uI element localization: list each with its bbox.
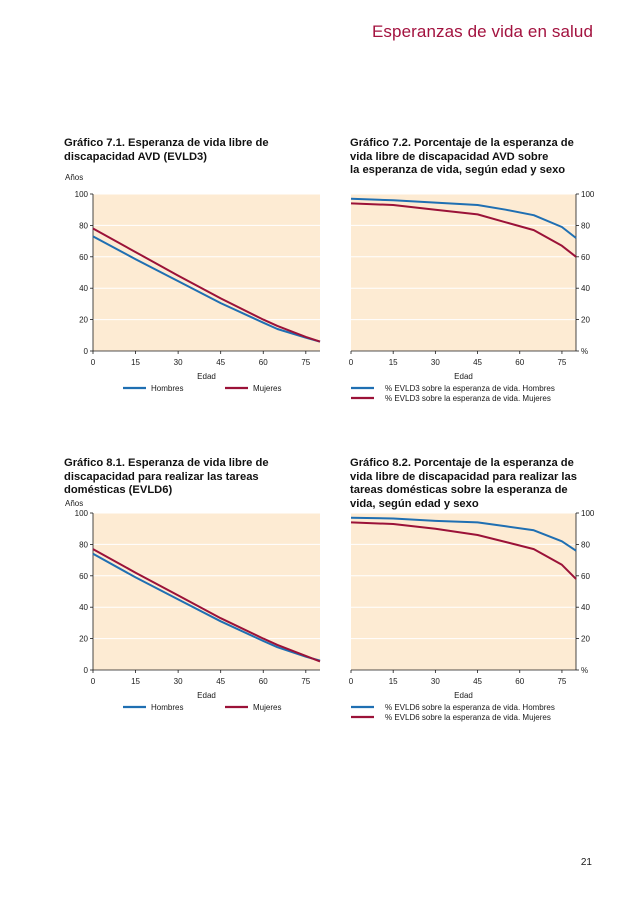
series-line [92, 227, 321, 343]
title-line: vida libre de discapacidad para realizar… [350, 470, 577, 483]
x-tick-label: 75 [557, 358, 566, 367]
y-tick-label: 60 [581, 572, 590, 581]
title-line: discapacidad AVD (EVLD3) [64, 150, 207, 163]
x-axis-label: Edad [454, 372, 473, 381]
x-tick-label: 0 [349, 358, 354, 367]
y-tick-label: 80 [79, 540, 88, 549]
title-line: Gráfico 7.2. Porcentaje de la esperanza … [350, 137, 574, 149]
x-tick-label: 15 [131, 677, 140, 686]
legend-label: % EVLD6 sobre la esperanza de vida. Muje… [385, 713, 551, 722]
y-tick-label: 80 [79, 221, 88, 230]
y-tick-label: 0 [84, 666, 89, 675]
series-line [92, 548, 321, 663]
y-tick-label: 60 [79, 253, 88, 262]
y-tick-label: 40 [581, 603, 590, 612]
legend-label: Hombres [151, 384, 183, 393]
title-line: Gráfico 7.1. Esperanza de vida libre de [64, 137, 269, 149]
plot-background [351, 513, 576, 670]
x-tick-label: 60 [515, 677, 524, 686]
plot-background [93, 194, 320, 351]
legend-label: % EVLD3 sobre la esperanza de vida. Homb… [385, 384, 555, 393]
x-tick-label: 30 [431, 358, 440, 367]
y-tick-label: 20 [79, 635, 88, 644]
y-tick-label: 20 [79, 316, 88, 325]
y-tick-label: 100 [75, 190, 89, 199]
y-tick-label: 40 [79, 603, 88, 612]
x-tick-label: 30 [174, 677, 183, 686]
y-tick-label: % [581, 666, 588, 675]
title-line: Gráfico 8.1. Esperanza de vida libre de [64, 457, 269, 469]
legend-label: % EVLD3 sobre la esperanza de vida. Muje… [385, 394, 551, 403]
y-tick-label: % [581, 347, 588, 356]
series-line [350, 197, 577, 239]
series-line [350, 202, 577, 258]
plot-background [93, 513, 320, 670]
title-line: vida libre de discapacidad AVD sobre [350, 150, 549, 163]
y-tick-label: 40 [79, 284, 88, 293]
y-tick-label: 60 [581, 253, 590, 262]
x-tick-label: 45 [473, 677, 482, 686]
x-tick-label: 30 [174, 358, 183, 367]
series-line [350, 516, 577, 552]
x-tick-label: 15 [131, 358, 140, 367]
x-tick-label: 15 [389, 358, 398, 367]
legend-label: Mujeres [253, 703, 281, 712]
y-tick-label: 20 [581, 635, 590, 644]
chart-7-2-title: Gráfico 7.2. Porcentaje de la esperanza … [350, 137, 574, 178]
y-tick-label: 20 [581, 316, 590, 325]
legend-label: Mujeres [253, 384, 281, 393]
y-tick-label: 80 [581, 221, 590, 230]
series-line [350, 521, 577, 580]
y-tick-label: 60 [79, 572, 88, 581]
x-tick-label: 0 [91, 677, 96, 686]
chart-7-1-title: Gráfico 7.1. Esperanza de vida libre de … [64, 137, 269, 164]
title-line: Gráfico 8.2. Porcentaje de la esperanza … [350, 457, 574, 469]
title-line: discapacidad para realizar las tareas [64, 470, 259, 483]
y-axis-label: Años [65, 499, 83, 508]
x-tick-label: 75 [557, 677, 566, 686]
title-line: vida, según edad y sexo [350, 497, 479, 510]
y-tick-label: 80 [581, 540, 590, 549]
y-tick-label: 100 [75, 509, 89, 518]
y-tick-label: 40 [581, 284, 590, 293]
y-tick-label: 0 [84, 347, 89, 356]
chart-8-1-title: Gráfico 8.1. Esperanza de vida libre de … [64, 457, 269, 498]
x-axis-label: Edad [197, 372, 216, 381]
y-axis-label: Años [65, 173, 83, 182]
x-tick-label: 75 [301, 358, 310, 367]
title-line: tareas domésticas sobre la esperanza de [350, 484, 568, 496]
x-tick-label: 75 [301, 677, 310, 686]
x-tick-label: 0 [91, 358, 96, 367]
legend-label: % EVLD6 sobre la esperanza de vida. Homb… [385, 703, 555, 712]
x-tick-label: 45 [216, 677, 225, 686]
x-tick-label: 0 [349, 677, 354, 686]
y-tick-label: 100 [581, 509, 595, 518]
series-line [92, 235, 321, 343]
x-tick-label: 60 [259, 358, 268, 367]
x-tick-label: 45 [216, 358, 225, 367]
x-tick-label: 30 [431, 677, 440, 686]
legend-label: Hombres [151, 703, 183, 712]
x-tick-label: 45 [473, 358, 482, 367]
title-line: domésticas (EVLD6) [64, 484, 173, 496]
x-axis-label: Edad [454, 691, 473, 700]
x-axis-label: Edad [197, 691, 216, 700]
x-tick-label: 60 [259, 677, 268, 686]
title-line: la esperanza de vida, según edad y sexo [350, 164, 566, 176]
x-tick-label: 60 [515, 358, 524, 367]
x-tick-label: 15 [389, 677, 398, 686]
chart-8-2-title: Gráfico 8.2. Porcentaje de la esperanza … [350, 457, 577, 511]
page-header-title: Esperanzas de vida en salud [371, 22, 593, 41]
y-tick-label: 100 [581, 190, 595, 199]
page-number: 21 [580, 857, 592, 868]
plot-background [351, 194, 576, 351]
